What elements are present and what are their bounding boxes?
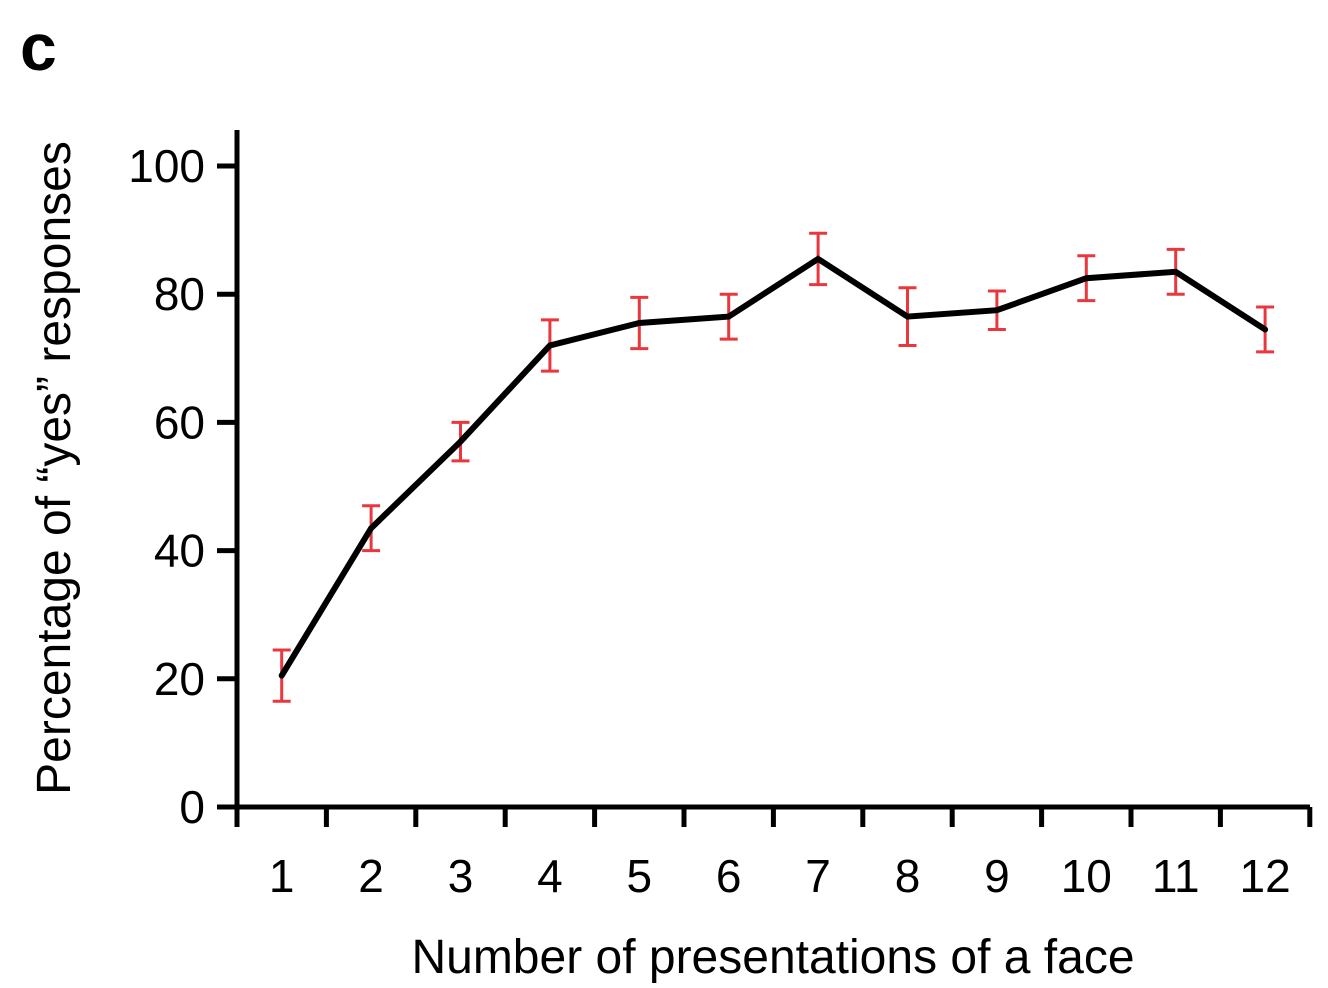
x-ticks: 1 2 3 4 5 6 7 8 9 10 11 12 — [269, 807, 1313, 902]
x-tick-label: 3 — [448, 850, 474, 902]
x-tick-label: 11 — [1152, 850, 1200, 902]
y-tick-label: 60 — [154, 396, 205, 448]
y-axis-title: Percentage of “yes” responses — [28, 141, 81, 795]
x-tick-label: 7 — [805, 850, 831, 902]
x-tick-label: 1 — [269, 850, 295, 902]
series-line — [278, 255, 1269, 679]
error-bars — [272, 231, 1275, 703]
y-ticks: 0 20 40 60 80 100 — [128, 140, 237, 833]
x-tick-label: 4 — [537, 850, 563, 902]
x-axis-title: Number of presentations of a face — [411, 931, 1134, 984]
y-tick-label: 0 — [179, 781, 205, 833]
panel-letter: c — [20, 10, 57, 84]
y-tick-label: 40 — [154, 525, 205, 577]
y-tick-label: 20 — [154, 653, 205, 705]
x-tick-label: 10 — [1061, 850, 1112, 902]
x-tick-label: 6 — [716, 850, 742, 902]
x-tick-label: 9 — [984, 850, 1010, 902]
y-tick-label: 100 — [128, 140, 205, 192]
x-tick-label: 12 — [1240, 850, 1291, 902]
x-tick-label: 5 — [627, 850, 653, 902]
axes — [234, 130, 1310, 827]
x-tick-label: 2 — [358, 850, 384, 902]
y-tick-label: 80 — [154, 268, 205, 320]
x-tick-label: 8 — [895, 850, 921, 902]
